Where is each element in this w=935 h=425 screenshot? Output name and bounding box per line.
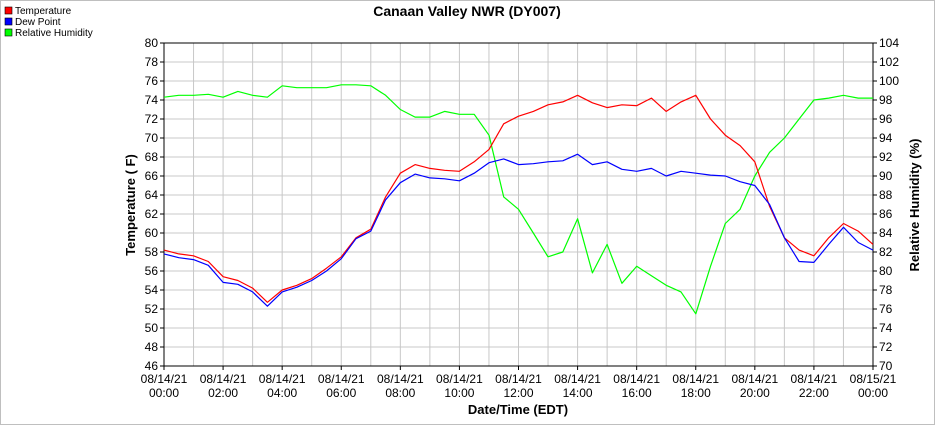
y2-tick-label: 84 (879, 226, 893, 240)
y-axis-label: Temperature ( F) (123, 154, 138, 256)
x-tick-time: 22:00 (799, 386, 829, 400)
y-tick-label: 54 (145, 283, 159, 297)
series-lines (163, 84, 874, 315)
x-tick-date: 08/14/21 (672, 372, 719, 386)
y-tick-label: 48 (145, 340, 159, 354)
y-tick-label: 58 (145, 245, 159, 259)
x-tick-date: 08/14/21 (318, 372, 365, 386)
legend-swatch-temperature (4, 6, 13, 15)
y-tick-label: 64 (145, 188, 159, 202)
legend-label-dew-point: Dew Point (15, 17, 61, 28)
x-tick-time: 12:00 (503, 386, 533, 400)
y2-tick-label: 94 (879, 131, 893, 145)
y-tick-label: 50 (145, 321, 159, 335)
x-tick-time: 14:00 (563, 386, 593, 400)
series-line-temperature (163, 94, 874, 303)
x-tick-time: 00:00 (149, 386, 179, 400)
legend-label-temperature: Temperature (15, 6, 72, 17)
x-tick-time: 20:00 (740, 386, 770, 400)
y-tick-label: 52 (145, 302, 159, 316)
y-tick-label: 46 (145, 359, 159, 373)
y2-tick-label: 104 (879, 36, 899, 50)
x-tick-time: 04:00 (267, 386, 297, 400)
y2-tick-label: 96 (879, 112, 893, 126)
y-tick-label: 70 (145, 131, 159, 145)
x-tick-time: 08:00 (385, 386, 415, 400)
y2-tick-label: 86 (879, 207, 893, 221)
y2-tick-label: 92 (879, 150, 893, 164)
y-axis-ticks: 46 48 50 52 54 56 58 60 62 64 66 68 70 72 74 76 78 80 (145, 36, 164, 373)
y2-tick-label: 90 (879, 169, 893, 183)
y2-axis-ticks: 70 72 74 76 78 80 82 84 86 88 90 92 94 96 98 100 102 104 (873, 36, 899, 373)
x-tick-date: 08/14/21 (436, 372, 483, 386)
y2-axis-label: Relative Humidity (%) (907, 139, 922, 272)
x-tick-time: 02:00 (208, 386, 238, 400)
x-tick-date: 08/14/21 (377, 372, 424, 386)
x-tick-time: 10:00 (444, 386, 474, 400)
x-axis-ticks: 08/14/2100:0008/14/2102:0008/14/2104:000… (141, 366, 897, 400)
x-tick-date: 08/14/21 (613, 372, 660, 386)
y2-tick-label: 70 (879, 359, 893, 373)
x-tick-date: 08/14/21 (141, 372, 188, 386)
series-line-relative-humidity (163, 84, 873, 315)
x-tick-date: 08/14/21 (554, 372, 601, 386)
x-axis-label: Date/Time (EDT) (468, 402, 568, 417)
x-tick-time: 06:00 (326, 386, 356, 400)
x-tick-date: 08/14/21 (259, 372, 306, 386)
y-tick-label: 66 (145, 169, 159, 183)
y2-tick-label: 82 (879, 245, 893, 259)
x-tick-date: 08/14/21 (200, 372, 247, 386)
x-tick-date: 08/14/21 (731, 372, 778, 386)
x-tick-date: 08/14/21 (495, 372, 542, 386)
y2-tick-label: 78 (879, 283, 893, 297)
x-tick-date: 08/14/21 (791, 372, 838, 386)
x-tick-time: 18:00 (681, 386, 711, 400)
legend-swatch-relative-humidity (4, 28, 13, 37)
y2-tick-label: 76 (879, 302, 893, 316)
y-tick-label: 80 (145, 36, 159, 50)
y2-tick-label: 102 (879, 55, 899, 69)
x-tick-date: 08/15/21 (850, 372, 897, 386)
y-tick-label: 72 (145, 112, 159, 126)
y2-tick-label: 74 (879, 321, 893, 335)
x-tick-time: 16:00 (622, 386, 652, 400)
y-tick-label: 68 (145, 150, 159, 164)
legend-label-relative-humidity: Relative Humidity (15, 28, 93, 39)
y2-tick-label: 100 (879, 74, 899, 88)
y-tick-label: 74 (145, 93, 159, 107)
legend-swatch-dew-point (4, 17, 13, 26)
y2-tick-label: 80 (879, 264, 893, 278)
y-tick-label: 78 (145, 55, 159, 69)
y-tick-label: 60 (145, 226, 159, 240)
y2-tick-label: 98 (879, 93, 893, 107)
y-tick-label: 76 (145, 74, 159, 88)
y-tick-label: 56 (145, 264, 159, 278)
x-tick-time: 00:00 (858, 386, 888, 400)
series-line-dew-point (163, 153, 874, 307)
y-tick-label: 62 (145, 207, 159, 221)
grid (163, 42, 874, 367)
y2-tick-label: 72 (879, 340, 893, 354)
chart-title: Canaan Valley NWR (DY007) (373, 3, 561, 19)
y2-tick-label: 88 (879, 188, 893, 202)
